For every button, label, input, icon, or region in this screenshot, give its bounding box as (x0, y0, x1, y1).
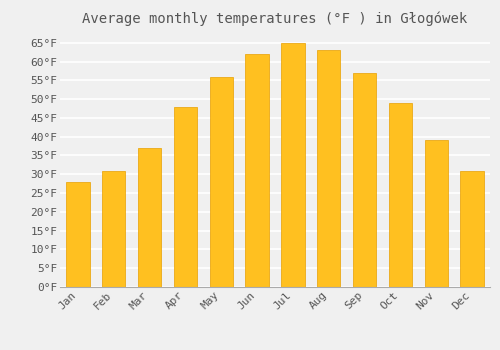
Bar (102, 170, 126, 287)
Title: Average monthly temperatures (°F ) in Głogówek: Average monthly temperatures (°F ) in Gł… (82, 12, 468, 26)
Bar (317, 50, 340, 287)
Bar (460, 170, 483, 287)
Bar (389, 103, 412, 287)
Bar (174, 107, 197, 287)
Bar (282, 43, 304, 287)
Bar (246, 54, 268, 287)
Bar (353, 73, 376, 287)
Bar (424, 140, 448, 287)
Bar (66, 182, 90, 287)
Bar (138, 148, 161, 287)
Bar (210, 77, 233, 287)
